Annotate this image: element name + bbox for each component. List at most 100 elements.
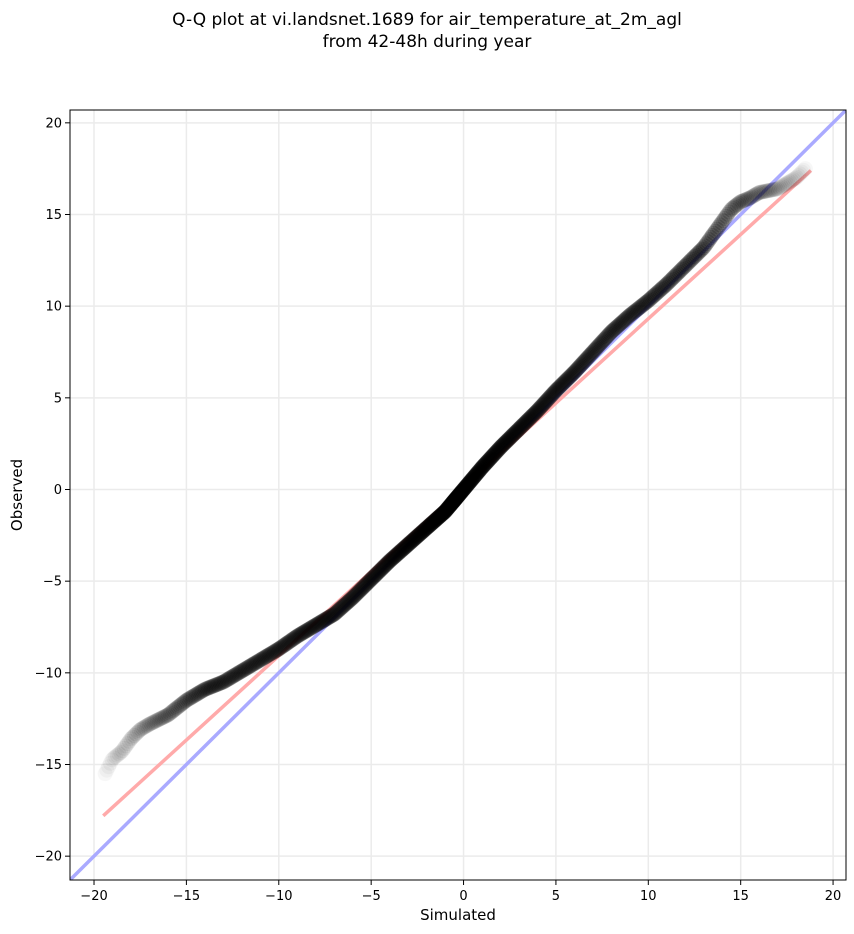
- data-point: [335, 598, 351, 614]
- data-point: [654, 280, 670, 296]
- data-point: [554, 376, 570, 392]
- data-point: [404, 533, 420, 549]
- data-point: [766, 181, 782, 197]
- data-point: [587, 341, 603, 357]
- data-point: [457, 479, 473, 495]
- data-point: [395, 541, 411, 557]
- data-point: [414, 524, 430, 540]
- data-point: [284, 632, 300, 648]
- data-point: [206, 678, 222, 694]
- plot-frame: [69, 109, 847, 881]
- data-point: [362, 573, 378, 589]
- data-point: [408, 530, 424, 546]
- data-point: [641, 292, 657, 308]
- data-point: [368, 567, 384, 583]
- data-point: [345, 589, 361, 605]
- data-point: [493, 438, 509, 454]
- data-point: [390, 546, 406, 562]
- data-point: [299, 622, 315, 638]
- data-point: [196, 682, 212, 698]
- data-point: [365, 569, 381, 585]
- grid: [70, 110, 846, 880]
- data-point: [322, 609, 338, 625]
- data-point: [636, 296, 652, 312]
- data-point: [438, 502, 454, 518]
- data-point: [300, 622, 316, 638]
- data-point: [314, 613, 330, 629]
- data-point: [536, 395, 552, 411]
- data-point: [620, 309, 636, 325]
- data-point: [429, 511, 445, 527]
- data-point: [242, 658, 258, 674]
- data-point: [775, 178, 791, 194]
- data-point: [703, 230, 719, 246]
- data-point: [248, 654, 264, 670]
- data-point: [415, 523, 431, 539]
- data-point: [470, 465, 486, 481]
- data-point: [475, 458, 491, 474]
- data-point: [193, 684, 209, 700]
- data-point: [745, 188, 761, 204]
- data-point: [593, 335, 609, 351]
- data-point: [442, 498, 458, 514]
- data-point: [329, 604, 345, 620]
- data-point: [398, 538, 414, 554]
- data-point: [113, 744, 129, 760]
- data-point: [681, 254, 697, 270]
- data-point: [513, 419, 529, 435]
- data-point: [502, 430, 518, 446]
- data-point: [599, 329, 615, 345]
- data-point: [323, 608, 339, 624]
- data-point: [648, 286, 664, 302]
- data-point: [717, 210, 733, 226]
- data-point: [434, 506, 450, 522]
- data-point: [591, 338, 607, 354]
- data-point: [584, 345, 600, 361]
- data-point: [483, 450, 499, 466]
- data-point: [138, 718, 154, 734]
- data-point: [520, 412, 536, 428]
- data-point: [157, 708, 173, 724]
- data-point: [332, 601, 348, 617]
- data-point: [266, 644, 282, 660]
- data-point: [760, 183, 776, 199]
- data-point: [483, 450, 499, 466]
- data-point: [684, 251, 700, 267]
- data-point: [787, 171, 803, 187]
- data-point: [548, 383, 564, 399]
- data-point: [173, 696, 189, 712]
- data-point: [311, 615, 327, 631]
- data-point: [642, 291, 658, 307]
- data-point: [528, 404, 544, 420]
- data-point: [550, 380, 566, 396]
- data-point: [289, 629, 305, 645]
- data-point: [172, 698, 188, 714]
- data-point: [574, 356, 590, 372]
- data-point: [287, 629, 303, 645]
- data-point: [390, 545, 406, 561]
- data-point: [338, 596, 354, 612]
- data-point: [479, 454, 495, 470]
- data-point: [384, 551, 400, 567]
- data-point: [747, 187, 763, 203]
- data-point: [507, 425, 523, 441]
- data-point: [247, 655, 263, 671]
- data-point: [440, 500, 456, 516]
- data-point: [263, 646, 279, 662]
- data-point: [453, 485, 469, 501]
- data-point: [453, 485, 469, 501]
- data-point: [517, 415, 533, 431]
- data-point: [186, 688, 202, 704]
- data-point: [417, 522, 433, 538]
- data-point: [527, 406, 543, 422]
- data-point: [513, 419, 529, 435]
- data-point: [463, 473, 479, 489]
- data-point: [360, 575, 376, 591]
- data-point: [506, 426, 522, 442]
- data-point: [448, 490, 464, 506]
- chart-title-line-1: Q-Q plot at vi.landsnet.1689 for air_tem…: [172, 10, 682, 30]
- data-point: [450, 488, 466, 504]
- data-point: [704, 227, 720, 243]
- data-point: [382, 553, 398, 569]
- data-point: [318, 611, 334, 627]
